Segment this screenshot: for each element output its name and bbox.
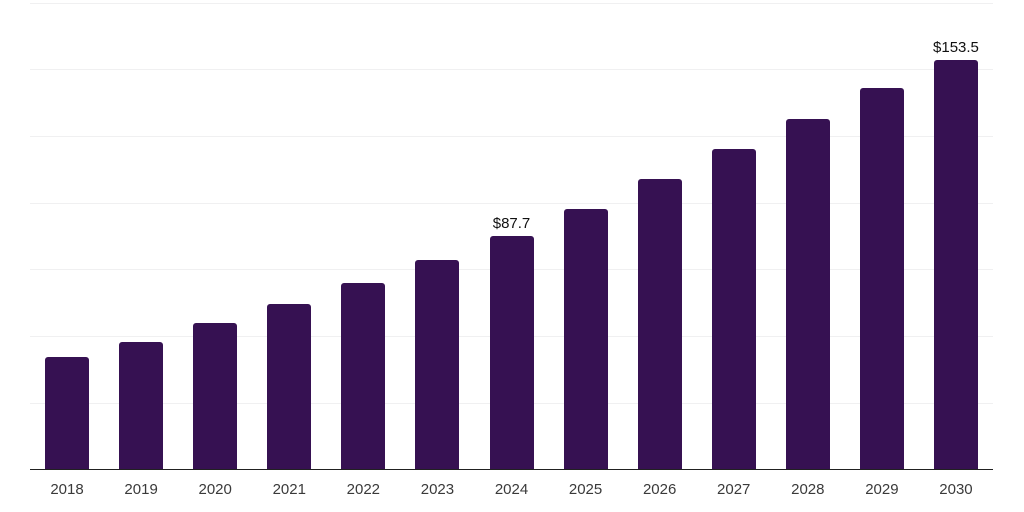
bar-value-label-2030: $153.5 bbox=[933, 39, 979, 57]
x-tick-label-2021: 2021 bbox=[272, 481, 306, 498]
bar-2025 bbox=[563, 208, 608, 470]
x-tick-label-2029: 2029 bbox=[865, 481, 899, 498]
x-tick-label-2018: 2018 bbox=[50, 481, 84, 498]
x-tick-label-2024: 2024 bbox=[494, 481, 529, 498]
x-tick-label-2026: 2026 bbox=[642, 481, 677, 498]
bar-2029 bbox=[859, 88, 904, 470]
x-axis-line bbox=[30, 468, 993, 471]
bar-2030 bbox=[933, 60, 978, 470]
bar-2024 bbox=[489, 235, 534, 470]
bar-2019 bbox=[119, 341, 164, 470]
x-tick-label-2020: 2020 bbox=[198, 481, 232, 498]
bar-2028 bbox=[785, 119, 830, 470]
x-tick-label-2019: 2019 bbox=[124, 481, 158, 498]
x-tick-label-2025: 2025 bbox=[568, 481, 603, 498]
bar-2021 bbox=[267, 303, 312, 470]
bar-value-label-2024: $87.7 bbox=[492, 214, 531, 232]
bar-2018 bbox=[45, 356, 90, 470]
x-tick-label-2027: 2027 bbox=[717, 481, 751, 498]
gridline bbox=[30, 2, 993, 4]
x-tick-label-2028: 2028 bbox=[791, 481, 825, 498]
gridline bbox=[30, 202, 993, 204]
x-tick-label-2030: 2030 bbox=[939, 481, 973, 498]
bar-2020 bbox=[193, 323, 238, 470]
x-tick-label-2022: 2022 bbox=[346, 481, 381, 498]
bar-2027 bbox=[711, 149, 756, 470]
gridline bbox=[30, 69, 993, 71]
gridline bbox=[30, 136, 993, 138]
x-tick-label-2023: 2023 bbox=[420, 481, 455, 498]
bar-2023 bbox=[415, 260, 460, 470]
bar-2022 bbox=[341, 282, 386, 470]
plot-area: 2018 2019 2020 2021 2022 2023 2024 2025 2026 2027… bbox=[30, 0, 993, 498]
bar-2026 bbox=[637, 178, 682, 470]
